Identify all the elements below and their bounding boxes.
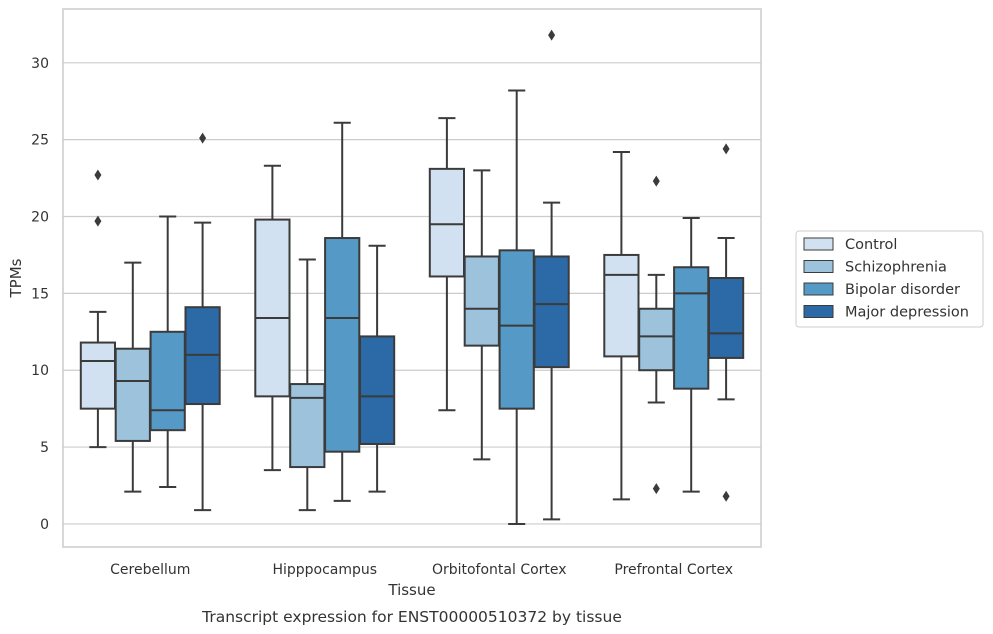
box-iqr — [638, 307, 675, 372]
outlier-point — [94, 215, 102, 227]
box-schizophrenia — [463, 169, 500, 461]
legend-swatch — [803, 305, 834, 318]
y-tick-label: 15 — [31, 286, 49, 302]
y-tick-label: 25 — [31, 133, 49, 149]
legend-frame — [795, 230, 984, 328]
box-control — [79, 169, 117, 449]
box-control — [254, 164, 291, 472]
y-tick-label: 0 — [40, 517, 49, 533]
outlier-point — [548, 29, 556, 41]
outlier-point — [722, 143, 730, 155]
legend-swatch — [803, 237, 834, 251]
outlier-point — [652, 175, 660, 187]
outlier-point — [94, 169, 102, 181]
y-tick-label: 20 — [31, 210, 49, 226]
x-tick-label: Prefrontal Cortex — [614, 562, 733, 578]
box-iqr — [533, 255, 570, 369]
legend-label: Schizophrenia — [845, 260, 947, 276]
box-iqr — [114, 347, 151, 442]
box-iqr — [428, 167, 466, 278]
box-bipolar-disorder — [498, 89, 535, 525]
box-iqr — [254, 218, 291, 398]
x-tick-labels: Cerebellum Hipppocampus Orbitofontal Corte… — [110, 562, 733, 578]
box-bipolar-disorder — [149, 215, 186, 489]
outlier-point — [199, 132, 207, 144]
y-axis-title: TPMs — [7, 258, 25, 298]
legend-label: Control — [845, 237, 897, 253]
y-tick-label: 10 — [31, 363, 49, 379]
box-major-depression — [184, 132, 221, 512]
x-tick-label: Orbitofontal Cortex — [432, 562, 567, 578]
legend-swatch — [803, 282, 834, 296]
box-schizophrenia — [289, 258, 326, 512]
box-control — [603, 150, 640, 501]
box-bipolar-disorder — [673, 217, 710, 493]
box-bipolar-disorder — [324, 121, 361, 502]
box-iqr — [498, 249, 535, 410]
box-control — [428, 117, 466, 412]
box-major-depression — [707, 143, 745, 502]
x-tick-label: Hipppocampus — [272, 562, 377, 578]
box-groups — [79, 29, 745, 525]
box-schizophrenia — [638, 175, 675, 495]
box-iqr — [673, 266, 710, 390]
box-schizophrenia — [114, 261, 151, 493]
y-tick-label: 30 — [31, 56, 49, 72]
box-iqr — [149, 330, 186, 432]
box-iqr — [707, 277, 745, 359]
y-tick-labels: 0 5 10 15 20 25 30 — [31, 56, 49, 533]
box-iqr — [603, 253, 640, 358]
plot-frame — [62, 8, 762, 548]
outlier-point — [652, 483, 660, 495]
legend: Control Schizophrenia Bipolar disorder Majo… — [795, 230, 984, 328]
box-iqr — [79, 341, 117, 410]
box-iqr — [358, 335, 396, 446]
chart-caption: Transcript expression for ENST0000051037… — [201, 608, 622, 626]
box-iqr — [289, 383, 326, 469]
y-tick-label: 5 — [40, 440, 49, 456]
legend-label: Bipolar disorder — [845, 282, 960, 298]
outlier-point — [722, 490, 730, 502]
x-axis-title: Tissue — [387, 581, 435, 599]
x-tick-label: Cerebellum — [110, 562, 190, 578]
box-major-depression — [533, 29, 570, 521]
box-major-depression — [358, 244, 396, 493]
box-iqr — [463, 255, 500, 347]
legend-label: Major depression — [845, 305, 969, 321]
box-iqr — [324, 237, 361, 453]
legend-swatch — [803, 260, 834, 273]
